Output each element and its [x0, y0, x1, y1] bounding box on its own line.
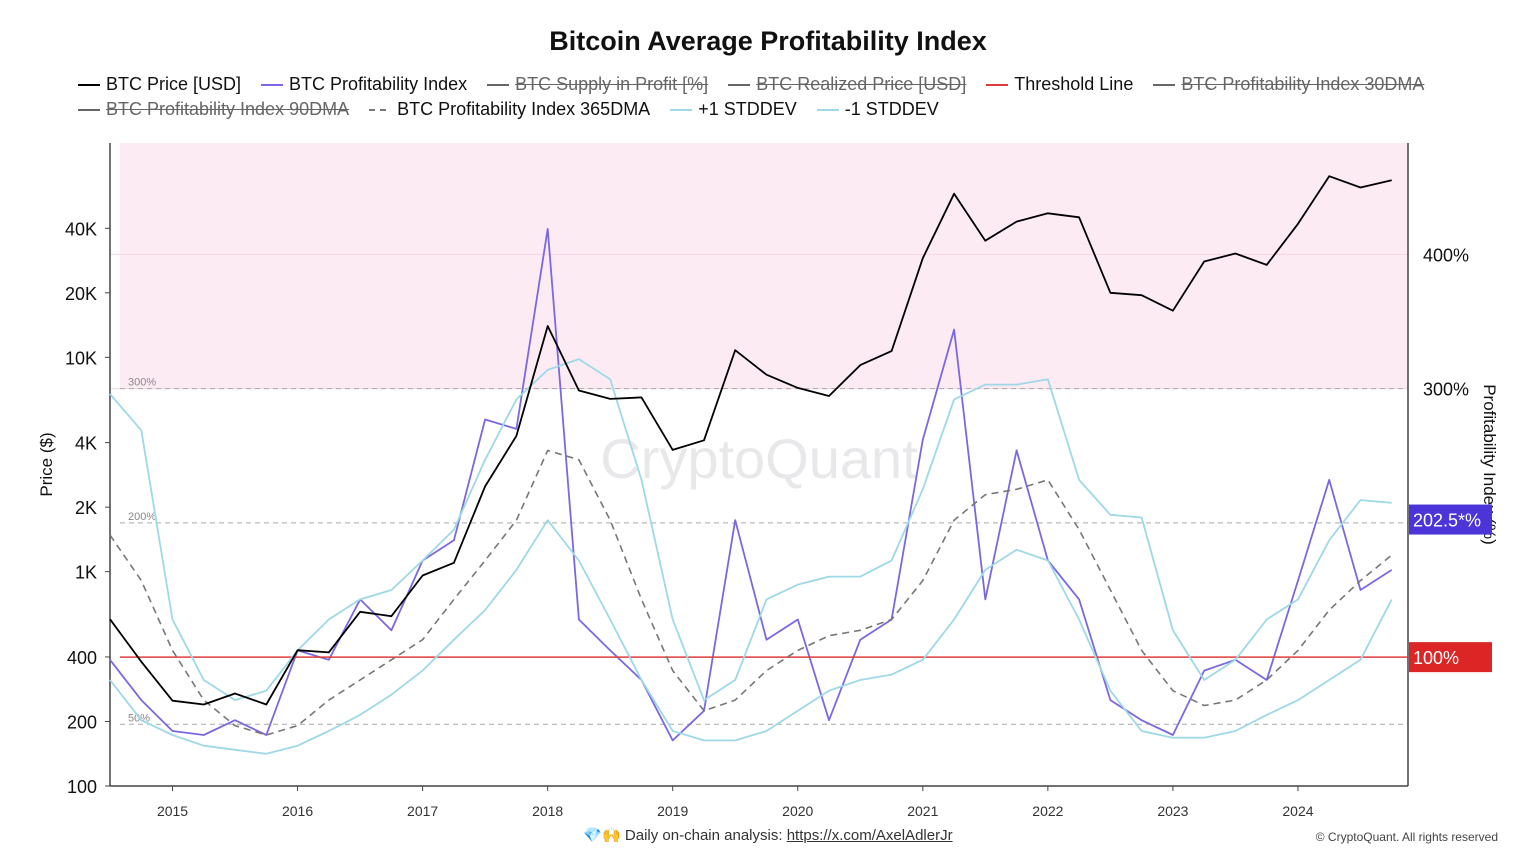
legend-swatch	[369, 108, 392, 111]
y2-tick-label: 400%	[1423, 245, 1469, 265]
x-tick-label: 2015	[157, 803, 188, 819]
legend-swatch	[816, 108, 839, 111]
value-badge-label: 100%	[1413, 648, 1459, 668]
value-badge	[1409, 642, 1492, 673]
legend-label: -1 STDDEV	[844, 99, 939, 119]
legend-item[interactable]: Threshold Line	[986, 74, 1133, 95]
series-line	[109, 228, 1393, 742]
watermark: CryptoQuant	[600, 427, 918, 490]
legend-swatch	[670, 108, 693, 111]
x-tick-label: 2017	[407, 803, 438, 819]
legend-label: BTC Profitability Index 90DMA	[106, 99, 350, 119]
series-line	[109, 175, 1392, 706]
value-badge-label: 202.5*%	[1413, 511, 1481, 531]
legend-swatch	[78, 83, 100, 86]
legend-swatch	[261, 83, 284, 86]
y-tick-label: 4K	[75, 434, 97, 454]
x-tick-label: 2016	[282, 803, 313, 819]
footer-text: 💎🙌 Daily on-chain analysis:	[583, 827, 783, 844]
reference-label: 300%	[128, 377, 156, 389]
legend-item[interactable]: +1 STDDEV	[670, 99, 797, 120]
legend-label: BTC Supply in Profit [%]	[515, 74, 709, 94]
x-tick-label: 2019	[657, 803, 688, 819]
value-badge	[1409, 504, 1492, 535]
chart-title: Bitcoin Average Profitability Index	[549, 26, 987, 56]
y-tick-label: 400	[67, 648, 97, 668]
y-tick-label: 40K	[65, 219, 97, 239]
legend-item[interactable]: BTC Profitability Index 30DMA	[1153, 74, 1424, 95]
copyright: © CryptoQuant. All rights reserved	[1315, 830, 1498, 844]
legend-label: BTC Profitability Index 365DMA	[397, 99, 651, 119]
y-tick-label: 10K	[65, 348, 97, 368]
series-line	[109, 519, 1393, 755]
legend-item[interactable]: BTC Profitability Index 90DMA	[78, 99, 349, 120]
legend-item[interactable]: BTC Profitability Index 365DMA	[369, 99, 650, 120]
legend-item[interactable]: BTC Supply in Profit [%]	[487, 74, 708, 95]
x-tick-label: 2023	[1157, 803, 1188, 819]
y-tick-label: 20K	[65, 284, 97, 304]
legend-swatch	[78, 108, 100, 111]
x-tick-label: 2018	[532, 803, 563, 819]
y-tick-label: 1K	[75, 563, 97, 583]
legend-swatch	[986, 83, 1009, 86]
y-tick-label: 200	[67, 712, 97, 732]
footer: 💎🙌 Daily on-chain analysis: https://x.co…	[0, 826, 1536, 844]
legend-swatch	[1153, 83, 1176, 86]
footer-link[interactable]: https://x.com/AxelAdlerJr	[786, 827, 953, 844]
legend-swatch	[487, 83, 510, 86]
x-tick-label: 2021	[907, 803, 938, 819]
legend-label: BTC Realized Price [USD]	[756, 74, 967, 94]
legend-item[interactable]: BTC Profitability Index	[261, 74, 467, 95]
legend-label: BTC Profitability Index	[289, 74, 468, 94]
y-axis-label: Price ($)	[37, 432, 56, 496]
legend-item[interactable]: BTC Price [USD]	[78, 74, 241, 95]
reference-label: 200%	[128, 511, 156, 523]
legend-label: +1 STDDEV	[698, 99, 797, 119]
legend: BTC Price [USD] BTC Profitability Index BT…	[78, 74, 1478, 120]
series-line	[109, 358, 1392, 701]
overbought-zone	[120, 143, 1408, 389]
legend-item[interactable]: BTC Realized Price [USD]	[728, 74, 966, 95]
y-tick-label: 2K	[75, 498, 97, 518]
legend-item[interactable]: -1 STDDEV	[816, 99, 939, 120]
legend-label: BTC Profitability Index 30DMA	[1181, 74, 1425, 94]
y-tick-label: 100	[67, 777, 97, 797]
x-tick-label: 2020	[782, 803, 813, 819]
legend-swatch	[728, 83, 751, 86]
series-line	[109, 449, 1393, 736]
x-tick-label: 2022	[1032, 803, 1063, 819]
y2-tick-label: 300%	[1423, 380, 1469, 400]
x-tick-label: 2024	[1282, 803, 1313, 819]
legend-label: BTC Price [USD]	[106, 74, 242, 94]
legend-label: Threshold Line	[1014, 74, 1134, 94]
